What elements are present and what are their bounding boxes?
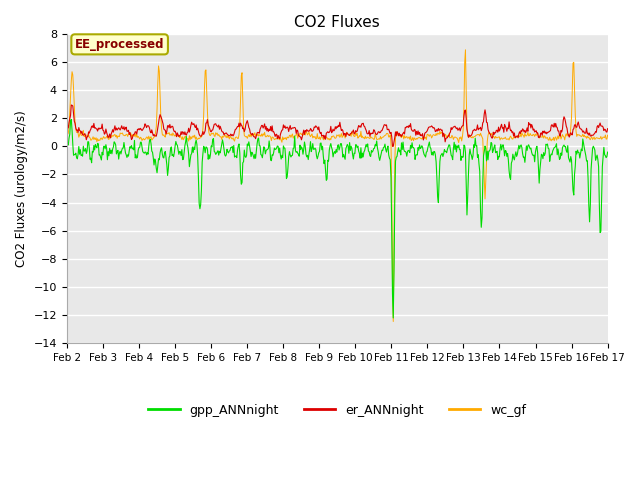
Line: gpp_ANNnight: gpp_ANNnight (67, 120, 607, 318)
wc_gf (129, 132, 136, 138)
gpp_ANNnight (67, 117, 75, 122)
Line: er_ANNnight: er_ANNnight (67, 105, 607, 146)
wc_gf (212, 130, 220, 135)
er_ANNnight (63, 129, 70, 135)
gpp_ANNnight (404, 147, 412, 153)
gpp_ANNnight (420, 152, 428, 157)
wc_gf (604, 132, 611, 138)
er_ANNnight (74, 127, 81, 132)
er_ANNnight (184, 129, 192, 135)
Title: CO2 Fluxes: CO2 Fluxes (294, 15, 380, 30)
gpp_ANNnight (74, 156, 81, 162)
gpp_ANNnight (63, 148, 70, 154)
er_ANNnight (420, 134, 428, 140)
gpp_ANNnight (604, 149, 611, 155)
er_ANNnight (388, 144, 396, 149)
wc_gf (419, 135, 427, 141)
wc_gf (461, 47, 469, 53)
wc_gf (73, 130, 81, 135)
er_ANNnight (129, 132, 137, 138)
wc_gf (389, 319, 397, 324)
wc_gf (404, 135, 412, 141)
wc_gf (183, 136, 191, 142)
wc_gf (63, 134, 70, 140)
gpp_ANNnight (389, 315, 397, 321)
Y-axis label: CO2 Fluxes (urology/m2/s): CO2 Fluxes (urology/m2/s) (15, 110, 28, 267)
gpp_ANNnight (129, 145, 137, 151)
er_ANNnight (604, 126, 611, 132)
er_ANNnight (212, 123, 220, 129)
gpp_ANNnight (212, 150, 220, 156)
Line: wc_gf: wc_gf (67, 50, 607, 322)
Text: EE_processed: EE_processed (75, 38, 164, 51)
er_ANNnight (67, 102, 75, 108)
Legend: gpp_ANNnight, er_ANNnight, wc_gf: gpp_ANNnight, er_ANNnight, wc_gf (143, 399, 531, 422)
gpp_ANNnight (184, 144, 192, 150)
er_ANNnight (404, 125, 412, 131)
